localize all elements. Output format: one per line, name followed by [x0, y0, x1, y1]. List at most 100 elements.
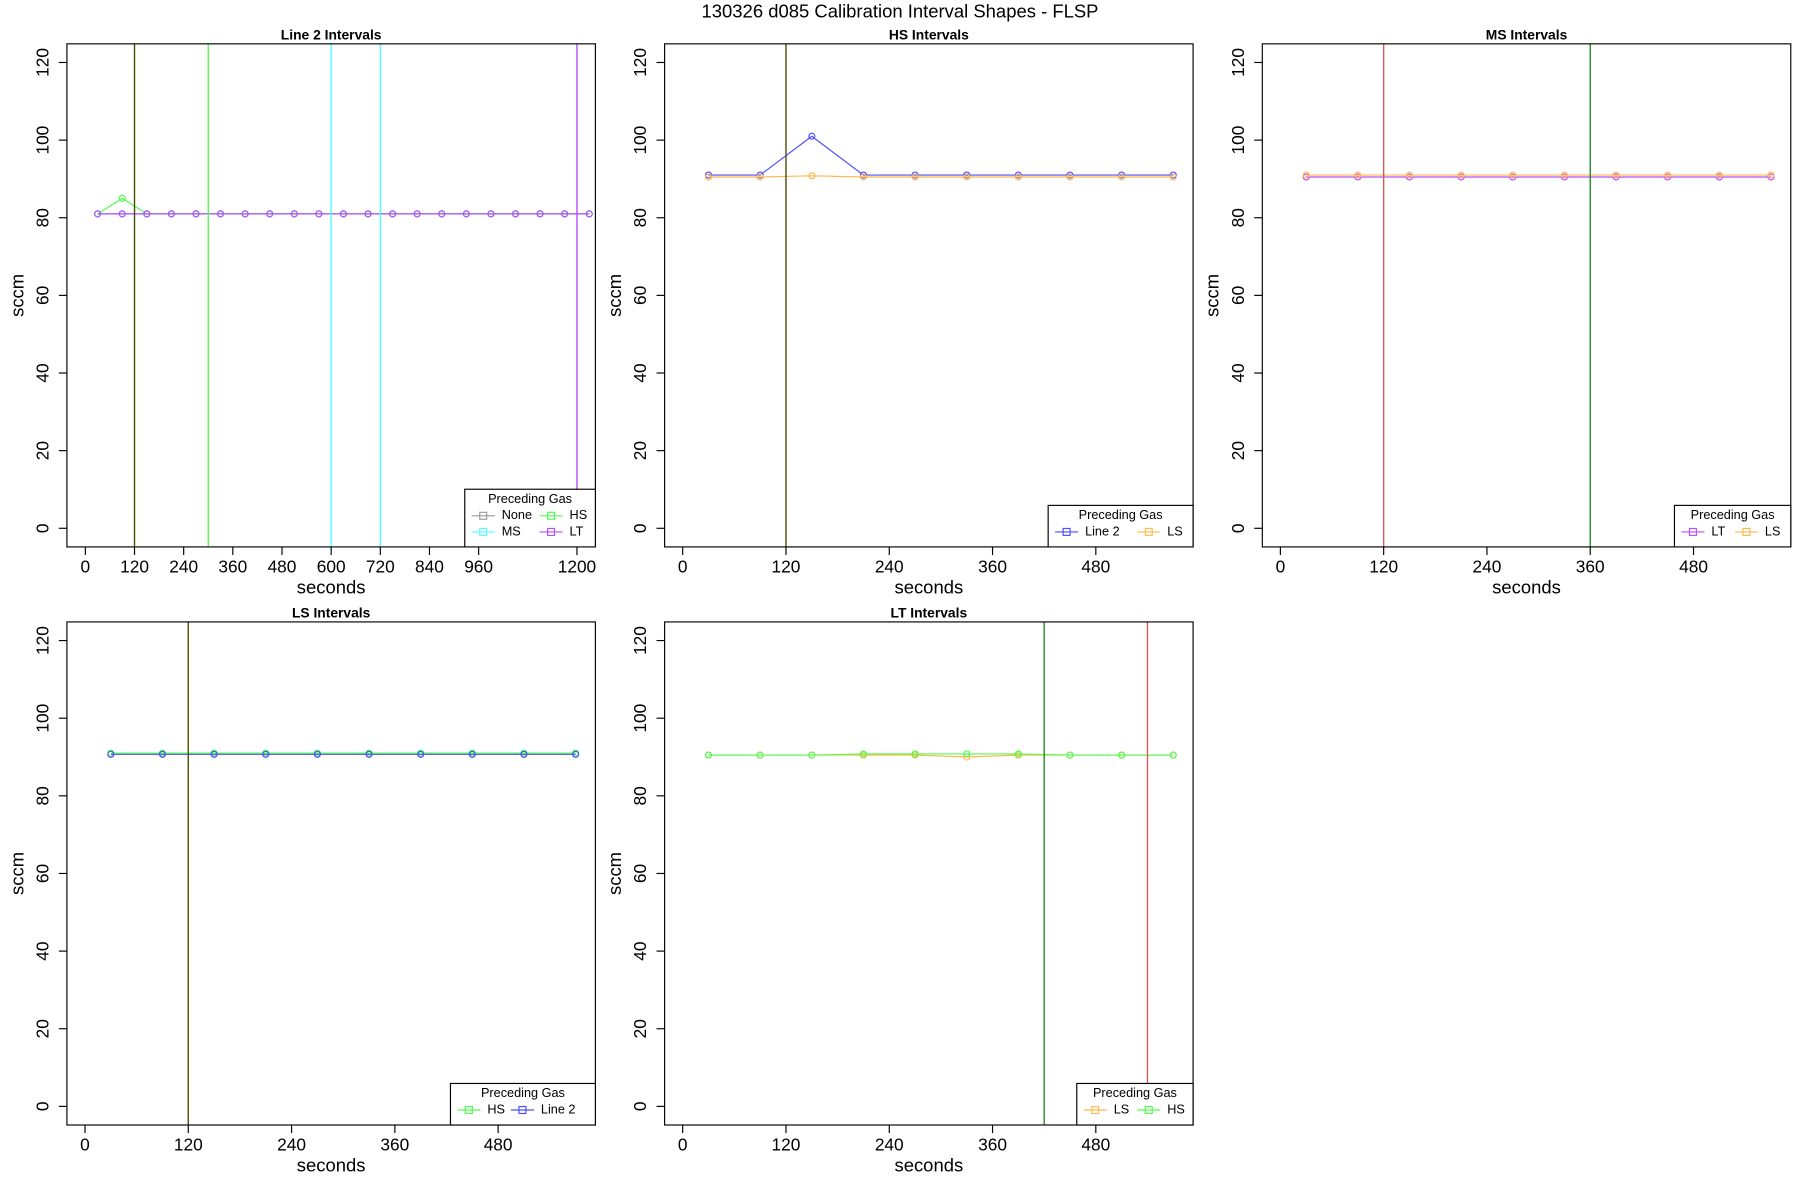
data-point — [118, 210, 126, 218]
data-point — [808, 132, 816, 140]
x-axis-label: seconds — [297, 576, 366, 597]
data-point — [1664, 171, 1672, 179]
x-tick-label: 240 — [875, 1134, 904, 1154]
legend-box — [1673, 504, 1792, 548]
x-tick-label: 360 — [978, 1134, 1007, 1154]
panel: MS Intervals 0 20 40 60 80 100 120 0 120 240 360 480… — [1202, 26, 1792, 597]
plot-frame — [66, 43, 596, 548]
x-axis-label: seconds — [894, 576, 963, 597]
y-tick-label: 80 — [1228, 208, 1248, 227]
y-tick-label: 20 — [32, 441, 52, 460]
data-point — [462, 210, 470, 218]
y-axis-label: sccm — [604, 852, 625, 895]
data-point — [1509, 171, 1517, 179]
x-tick-label: 360 — [978, 556, 1007, 576]
y-tick-label: 100 — [32, 126, 52, 155]
x-tick-label: 120 — [174, 1134, 203, 1154]
data-point — [1066, 751, 1074, 759]
x-tick-label: 480 — [268, 556, 297, 576]
y-tick-label: 40 — [630, 941, 650, 960]
y-axis-label: sccm — [1202, 274, 1223, 317]
y-tick-label: 80 — [32, 208, 52, 227]
data-point — [468, 750, 476, 758]
y-tick-label: 20 — [630, 1019, 650, 1038]
x-tick-label: 360 — [218, 556, 247, 576]
y-tick-label: 120 — [630, 626, 650, 655]
y-tick-label: 60 — [32, 286, 52, 305]
legend-label: MS — [502, 524, 521, 538]
x-tick-label: 720 — [366, 556, 395, 576]
x-tick-label: 0 — [80, 1134, 90, 1154]
legend-swatch-marker — [1091, 1105, 1100, 1115]
y-tick-label: 60 — [1228, 286, 1248, 305]
data-point — [364, 210, 372, 218]
series-line — [708, 175, 1174, 178]
legend-label: None — [502, 508, 532, 522]
x-tick-label: 240 — [1473, 556, 1502, 576]
x-tick-label: 960 — [464, 556, 493, 576]
data-point — [756, 173, 764, 181]
data-point — [1354, 171, 1362, 179]
x-tick-label: 480 — [1081, 556, 1110, 576]
legend: Preceding Gas HS Line 2 — [449, 1082, 596, 1126]
data-point — [1405, 171, 1414, 179]
y-axis-label: sccm — [604, 274, 625, 317]
data-point — [963, 750, 971, 758]
data-point — [107, 750, 115, 758]
y-tick-label: 100 — [1228, 126, 1248, 155]
data-point — [389, 210, 397, 218]
x-axis-label: seconds — [297, 1154, 366, 1175]
legend-swatch-marker — [1062, 527, 1071, 536]
legend-title: Preceding Gas — [1079, 508, 1163, 522]
series-line — [708, 753, 1174, 756]
legend-swatch-marker — [547, 527, 556, 536]
x-tick-label: 240 — [277, 1134, 306, 1154]
y-tick-label: 0 — [630, 523, 650, 533]
data-point — [808, 751, 816, 759]
legend: Preceding Gas LS HS — [1076, 1082, 1194, 1126]
data-point — [313, 750, 321, 758]
data-point — [210, 750, 218, 758]
data-point — [167, 210, 175, 218]
legend: Preceding Gas LT LS — [1673, 504, 1792, 548]
data-point — [859, 750, 868, 758]
panel-title: MS Intervals — [1486, 26, 1568, 42]
panel: LS Intervals 0 20 40 60 80 100 120 0 120 240 360 480… — [6, 605, 596, 1175]
data-point — [262, 750, 270, 758]
y-tick-label: 60 — [630, 286, 650, 305]
plot-frame — [66, 621, 596, 1126]
y-tick-label: 20 — [630, 441, 650, 460]
legend-title: Preceding Gas — [1691, 508, 1775, 522]
data-point — [417, 750, 425, 758]
data-point — [158, 750, 167, 758]
data-point — [808, 172, 816, 180]
data-point — [315, 210, 323, 218]
data-point — [1302, 171, 1310, 179]
x-tick-label: 840 — [415, 556, 444, 576]
legend-label: HS — [1167, 1102, 1185, 1116]
data-point — [704, 173, 713, 181]
y-tick-label: 0 — [32, 523, 52, 533]
y-tick-label: 120 — [32, 626, 52, 655]
plot-frame — [664, 621, 1194, 1126]
legend: Preceding Gas None MS HS LT — [464, 488, 596, 548]
y-axis-label: sccm — [6, 274, 27, 317]
legend: Preceding Gas Line 2 LS — [1047, 504, 1194, 548]
legend-box — [449, 1082, 596, 1126]
x-tick-label: 240 — [169, 556, 198, 576]
legend-swatch-marker — [1742, 527, 1751, 536]
data-point — [911, 173, 919, 181]
y-tick-label: 100 — [630, 704, 650, 733]
data-point — [1612, 171, 1620, 179]
x-tick-label: 480 — [484, 1134, 513, 1154]
legend-label: LS — [1114, 1102, 1130, 1116]
data-point — [339, 210, 348, 218]
y-tick-label: 20 — [32, 1019, 52, 1038]
x-tick-label: 360 — [1576, 556, 1605, 576]
data-point — [963, 173, 971, 181]
y-tick-label: 60 — [32, 864, 52, 883]
legend-swatch-marker — [1144, 1105, 1153, 1115]
y-tick-label: 40 — [630, 363, 650, 382]
